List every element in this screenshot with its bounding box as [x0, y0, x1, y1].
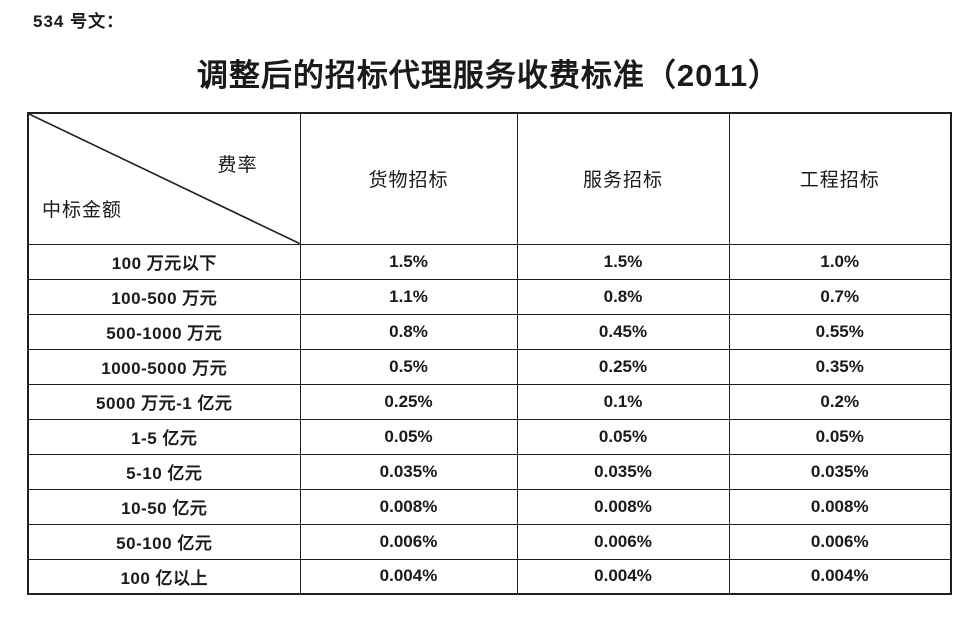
rate-cell: 0.004% [299, 558, 518, 595]
row-label: 100-500 万元 [27, 278, 301, 315]
table-row: 1000-5000 万元 0.5% 0.25% 0.35% [27, 348, 952, 385]
rate-cell: 0.25% [516, 348, 730, 385]
row-label: 5000 万元-1 亿元 [27, 383, 301, 420]
table-row: 100-500 万元 1.1% 0.8% 0.7% [27, 278, 952, 315]
table-header-row: 费率 中标金额 货物招标 服务招标 工程招标 [27, 112, 952, 245]
rate-cell: 0.25% [299, 383, 518, 420]
row-label: 1000-5000 万元 [27, 348, 301, 385]
rate-cell: 0.05% [728, 418, 952, 455]
rate-cell: 0.008% [728, 488, 952, 525]
row-label: 100 万元以下 [27, 243, 301, 280]
rate-cell: 0.55% [728, 313, 952, 350]
rate-cell: 0.004% [728, 558, 952, 595]
rate-cell: 0.008% [516, 488, 730, 525]
table-row: 500-1000 万元 0.8% 0.45% 0.55% [27, 313, 952, 350]
rate-cell: 1.0% [728, 243, 952, 280]
rate-cell: 0.035% [516, 453, 730, 490]
table-row: 100 万元以下 1.5% 1.5% 1.0% [27, 243, 952, 280]
rate-cell: 0.006% [299, 523, 518, 560]
rate-cell: 0.008% [299, 488, 518, 525]
corner-label-bid-amount: 中标金额 [42, 199, 123, 221]
rate-cell: 0.35% [728, 348, 952, 385]
corner-label-rate: 费率 [217, 155, 258, 176]
rate-cell: 0.035% [728, 453, 952, 490]
rate-cell: 0.1% [516, 383, 730, 420]
rate-cell: 1.5% [516, 243, 730, 280]
row-label: 5-10 亿元 [27, 453, 301, 490]
table-row: 50-100 亿元 0.006% 0.006% 0.006% [27, 523, 952, 560]
rate-cell: 0.5% [299, 348, 518, 385]
row-label: 500-1000 万元 [27, 313, 301, 350]
rate-cell: 0.006% [728, 523, 952, 560]
rate-cell: 0.45% [516, 313, 730, 350]
column-header-goods: 货物招标 [299, 112, 518, 245]
table-row: 10-50 亿元 0.008% 0.008% 0.008% [27, 488, 952, 525]
row-label: 50-100 亿元 [27, 523, 301, 560]
row-label: 10-50 亿元 [27, 488, 301, 525]
rate-cell: 0.035% [299, 453, 518, 490]
rate-cell: 0.8% [299, 313, 518, 350]
diagonal-divider-line [29, 114, 300, 244]
rate-cell: 1.1% [299, 278, 518, 315]
row-label: 1-5 亿元 [27, 418, 301, 455]
rate-cell: 0.7% [728, 278, 952, 315]
rate-cell: 0.006% [516, 523, 730, 560]
diagonal-corner-cell: 费率 中标金额 [27, 112, 301, 245]
rate-cell: 0.8% [516, 278, 730, 315]
rate-cell: 0.004% [516, 558, 730, 595]
table-row: 100 亿以上 0.004% 0.004% 0.004% [27, 558, 952, 595]
rate-cell: 0.05% [516, 418, 730, 455]
page-title: 调整后的招标代理服务收费标准（2011） [196, 58, 781, 93]
row-label: 100 亿以上 [27, 558, 301, 595]
document-number-label: 534 号文： [33, 12, 125, 31]
rate-cell: 0.2% [728, 383, 952, 420]
column-header-works: 工程招标 [728, 112, 952, 245]
rate-cell: 1.5% [299, 243, 518, 280]
table-row: 5-10 亿元 0.035% 0.035% 0.035% [27, 453, 952, 490]
fee-rate-table: 费率 中标金额 货物招标 服务招标 工程招标 100 万元以下 1.5% 1.5… [27, 112, 952, 595]
table-row: 1-5 亿元 0.05% 0.05% 0.05% [27, 418, 952, 455]
rate-cell: 0.05% [299, 418, 518, 455]
column-header-service: 服务招标 [516, 112, 730, 245]
table-row: 5000 万元-1 亿元 0.25% 0.1% 0.2% [27, 383, 952, 420]
